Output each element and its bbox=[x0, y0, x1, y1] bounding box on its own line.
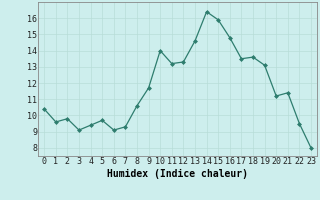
X-axis label: Humidex (Indice chaleur): Humidex (Indice chaleur) bbox=[107, 169, 248, 179]
